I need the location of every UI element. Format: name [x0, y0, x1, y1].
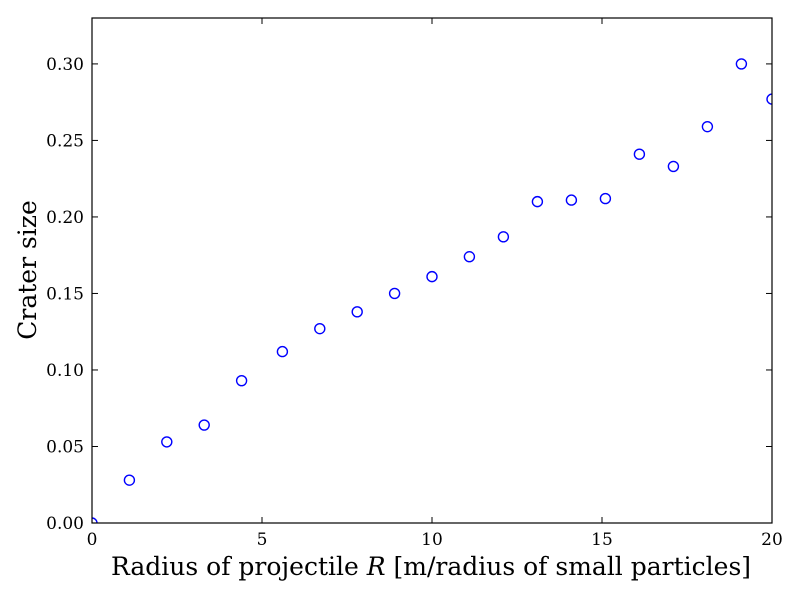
- x-tick-label: 5: [257, 530, 268, 550]
- data-point: [599, 192, 612, 205]
- y-tick-label: 0.25: [46, 131, 84, 151]
- tick-labels: 0 5 10 15 20 0.00 0.05 0.10 0.15 0.20 0.25 0.30: [46, 55, 783, 550]
- y-tick-label: 0.05: [46, 437, 84, 457]
- data-point: [123, 474, 136, 486]
- y-tick-label: 0.20: [46, 208, 84, 228]
- data-point: [235, 374, 248, 387]
- y-tick-label: 0.15: [46, 284, 84, 304]
- data-point: [351, 306, 363, 318]
- data-point: [161, 436, 173, 448]
- y-tick-label: 0.00: [46, 514, 84, 534]
- data-point: [667, 160, 680, 173]
- x-axis-label-part-2: [m/radius of small particles]: [386, 552, 751, 581]
- x-tick-label: 15: [591, 530, 613, 550]
- axis-ticks: [91, 18, 773, 524]
- data-point: [766, 93, 772, 105]
- data-point: [735, 58, 748, 70]
- y-tick-label: 0.10: [46, 361, 84, 381]
- x-tick-label: 20: [761, 530, 783, 550]
- data-point: [314, 322, 326, 335]
- data-points: [92, 58, 772, 523]
- data-point: [426, 270, 438, 283]
- data-point: [463, 251, 476, 263]
- data-point: [276, 345, 289, 358]
- x-axis-label-part-1: Radius of projectile: [111, 552, 367, 581]
- data-point: [497, 231, 510, 243]
- data-point: [388, 287, 401, 300]
- data-point: [198, 419, 210, 431]
- x-axis-label: Radius of projectile R [m/radius of smal…: [111, 552, 751, 581]
- data-point: [701, 120, 714, 133]
- data-point: [633, 148, 646, 160]
- x-axis-label-symbol: R: [366, 552, 386, 581]
- y-axis-label: Crater size: [13, 200, 42, 340]
- y-tick-label: 0.30: [46, 55, 84, 75]
- x-tick-label: 10: [421, 530, 443, 550]
- data-point: [531, 195, 544, 208]
- x-tick-label: 0: [87, 530, 98, 550]
- plot-frame: [91, 17, 773, 524]
- data-point: [565, 194, 578, 206]
